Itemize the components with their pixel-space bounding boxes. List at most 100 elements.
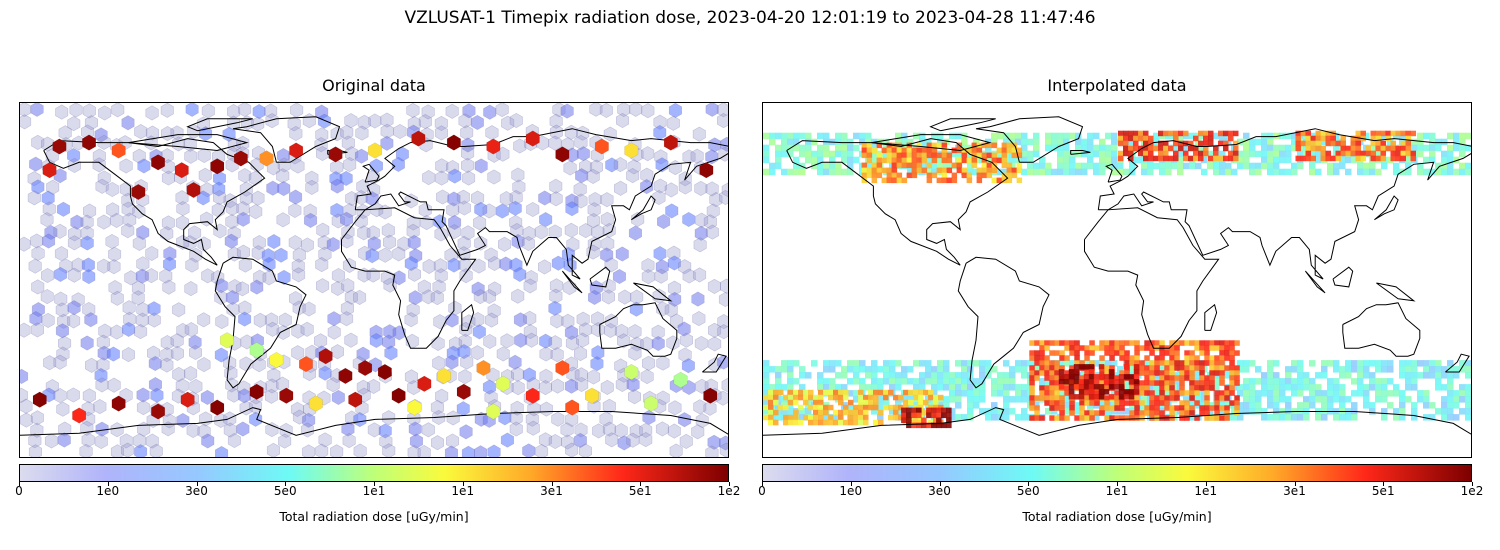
hexbin-low [587, 236, 601, 252]
interpolated-cell [861, 177, 868, 184]
interpolated-cell [818, 404, 824, 411]
interpolated-cell [1073, 364, 1080, 370]
interpolated-cell [889, 378, 896, 385]
hexbin-low [717, 324, 728, 340]
hexbin-low [384, 345, 398, 361]
interpolated-cell [933, 394, 939, 401]
interpolated-cell [1447, 390, 1454, 397]
interpolated-cell [1129, 340, 1135, 346]
interpolated-cell [1224, 390, 1230, 396]
interpolated-cell [793, 162, 800, 170]
hexbin-low [249, 411, 263, 427]
interpolated-cell [805, 150, 812, 158]
interpolated-cell [1224, 385, 1230, 391]
interpolated-cell [1229, 385, 1235, 391]
interpolated-cell [1089, 350, 1095, 356]
hexbin-low [682, 268, 696, 284]
interpolated-cell [1345, 156, 1352, 164]
interpolated-cell [1273, 378, 1280, 385]
interpolated-cell [1209, 345, 1215, 351]
interpolated-cell [1073, 369, 1080, 375]
hexbin-low [693, 237, 707, 253]
hexbin-low [693, 267, 707, 283]
interpolated-cell [976, 152, 983, 159]
hexbin-low [378, 247, 392, 263]
interpolated-cell [1459, 144, 1466, 152]
interpolated-cell [1380, 155, 1386, 162]
hexbin-low [539, 212, 553, 228]
hexbin-low [668, 400, 682, 416]
interpolated-cell [883, 378, 890, 385]
interpolated-cell [813, 394, 819, 401]
hexbin-low [66, 387, 80, 403]
hexbin-low [315, 257, 329, 273]
interpolated-cell [1179, 375, 1185, 381]
hexbin-low [511, 366, 525, 382]
interpolated-cell [1093, 360, 1100, 367]
hexbin-low [461, 137, 475, 153]
hexbin-low [549, 178, 563, 194]
interpolated-cell [1380, 130, 1386, 137]
hexbin-low [213, 223, 227, 239]
interpolated-cell [1261, 132, 1268, 140]
interpolated-cell [1093, 384, 1100, 390]
interpolated-cell [773, 419, 779, 426]
hexbin-low [420, 215, 434, 231]
interpolated-cell [925, 168, 932, 176]
interpolated-cell [1423, 390, 1430, 397]
hexbin-low [356, 178, 370, 195]
interpolated-cell [1405, 135, 1411, 142]
coastline [1070, 150, 1091, 155]
hexbin-low [274, 247, 288, 263]
hexbin-low [690, 148, 704, 164]
hexbin-low [227, 432, 241, 449]
interpolated-cell [1113, 379, 1120, 385]
hexbin-low [642, 355, 656, 371]
interpolated-cell [908, 399, 914, 406]
interpolated-cell [773, 399, 779, 406]
hexbin-low [639, 422, 653, 438]
interpolated-cell [1003, 402, 1010, 409]
interpolated-cell [926, 407, 932, 414]
interpolated-cell [1029, 390, 1035, 396]
interpolated-cell [901, 396, 908, 403]
hexbin-low [378, 423, 392, 439]
interpolated-cell [1124, 370, 1130, 376]
interpolated-cell [1417, 168, 1424, 176]
interpolated-cell [1209, 360, 1215, 366]
interpolated-cell [1249, 396, 1256, 403]
interpolated-cell [1447, 144, 1454, 152]
hexbin-low [341, 278, 355, 294]
interpolated-cell [886, 157, 893, 164]
hexbin-low [679, 433, 693, 449]
interpolated-cell [1123, 150, 1129, 157]
hexbin-low [252, 235, 266, 251]
interpolated-cell [828, 414, 834, 421]
interpolated-cell [1429, 414, 1436, 421]
hexbin-low [694, 335, 708, 351]
interpolated-cell [1093, 394, 1100, 400]
interpolated-cell [1064, 345, 1070, 351]
hexbin-low [602, 421, 616, 437]
interpolated-cell [1471, 139, 1472, 146]
hexbin-low [418, 202, 432, 218]
interpolated-cell [1075, 138, 1082, 146]
interpolated-cell [1114, 350, 1120, 356]
hexbin-low [417, 445, 431, 457]
interpolated-cell [1114, 340, 1120, 346]
interpolated-cell [981, 172, 988, 179]
interpolated-cell [1303, 414, 1310, 421]
interpolated-cell [1228, 130, 1234, 137]
interpolated-cell [967, 396, 974, 403]
interpolated-cell [1315, 156, 1322, 164]
interpolated-cell [808, 419, 814, 426]
interpolated-cell [859, 378, 866, 385]
interpolated-cell [793, 168, 800, 176]
interpolated-cell [1224, 395, 1230, 401]
interpolated-cell [1417, 132, 1424, 140]
hexbin-low [44, 433, 58, 449]
interpolated-cell [971, 147, 978, 154]
interpolated-cell [1105, 360, 1112, 367]
colorbar-tick-mark [1472, 482, 1473, 486]
hexbin-low [617, 435, 631, 451]
